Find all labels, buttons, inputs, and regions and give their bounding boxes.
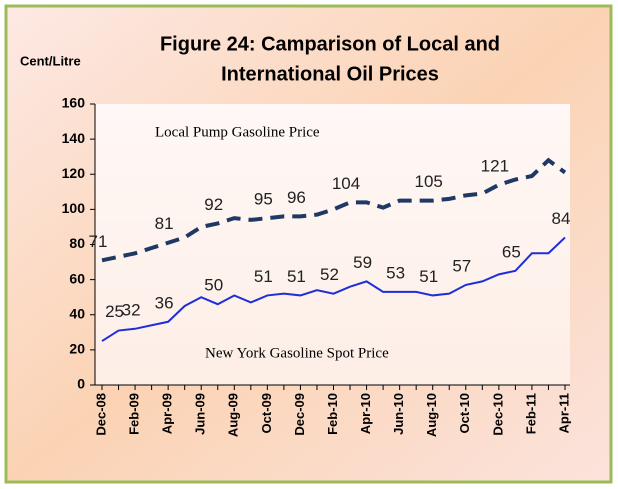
- y-axis-label: Cent/Litre: [20, 53, 81, 68]
- data-label: 104: [332, 174, 360, 193]
- data-label: 32: [122, 300, 141, 319]
- x-tick-label: Dec-08: [93, 393, 108, 436]
- data-label: 96: [287, 188, 306, 207]
- data-label: 52: [320, 265, 339, 284]
- y-tick-label: 40: [69, 305, 85, 321]
- y-tick-label: 120: [62, 165, 86, 181]
- data-label: 51: [419, 267, 438, 286]
- series-line: [101, 157, 567, 263]
- x-tick-label: Oct-09: [259, 393, 274, 433]
- data-label: 95: [254, 190, 273, 209]
- x-tick-label: Aug-09: [226, 393, 241, 437]
- series-line: [101, 236, 566, 342]
- data-label: 71: [89, 232, 108, 251]
- chart-title: Figure 24: Camparison of Local and: [160, 33, 500, 55]
- x-tick-label: Aug-10: [424, 393, 439, 437]
- plot-area: [95, 104, 570, 385]
- data-label: 92: [204, 195, 223, 214]
- x-tick-label: Apr-10: [358, 393, 373, 434]
- x-tick-label: Dec-09: [292, 393, 307, 436]
- data-label: 51: [254, 267, 273, 286]
- x-tick-label: Feb-10: [325, 393, 340, 435]
- x-tick-label: Dec-10: [490, 393, 505, 436]
- y-tick-label: 160: [62, 95, 86, 111]
- x-tick-label: Feb-11: [523, 393, 538, 434]
- x-tick-label: Feb-09: [127, 393, 142, 435]
- data-label: 65: [502, 242, 521, 261]
- y-tick-label: 20: [69, 341, 85, 357]
- data-label: 59: [353, 253, 372, 272]
- x-tick-label: Apr-11: [556, 393, 571, 433]
- x-tick-label: Oct-10: [457, 393, 472, 433]
- x-tick-label: Jun-09: [193, 393, 208, 435]
- data-label: 81: [155, 214, 174, 233]
- data-label: 57: [452, 256, 471, 275]
- series-label: Local Pump Gasoline Price: [155, 124, 320, 140]
- y-tick-label: 60: [69, 270, 85, 286]
- y-tick-label: 140: [62, 130, 86, 146]
- data-label: 121: [481, 156, 509, 175]
- y-tick-label: 0: [77, 376, 85, 392]
- y-tick-label: 80: [69, 235, 85, 251]
- data-label: 36: [155, 293, 174, 312]
- x-tick-label: Apr-09: [160, 393, 175, 434]
- data-label: 25: [105, 302, 124, 321]
- data-label: 51: [287, 267, 306, 286]
- data-label: 105: [415, 172, 443, 191]
- chart-title: International Oil Prices: [221, 63, 439, 85]
- y-tick-label: 100: [62, 200, 86, 216]
- data-label: 53: [386, 263, 405, 282]
- x-tick-label: Jun-10: [391, 393, 406, 435]
- series-label: New York Gasoline Spot Price: [205, 345, 389, 361]
- data-label: 50: [204, 276, 223, 295]
- data-label: 84: [552, 209, 571, 228]
